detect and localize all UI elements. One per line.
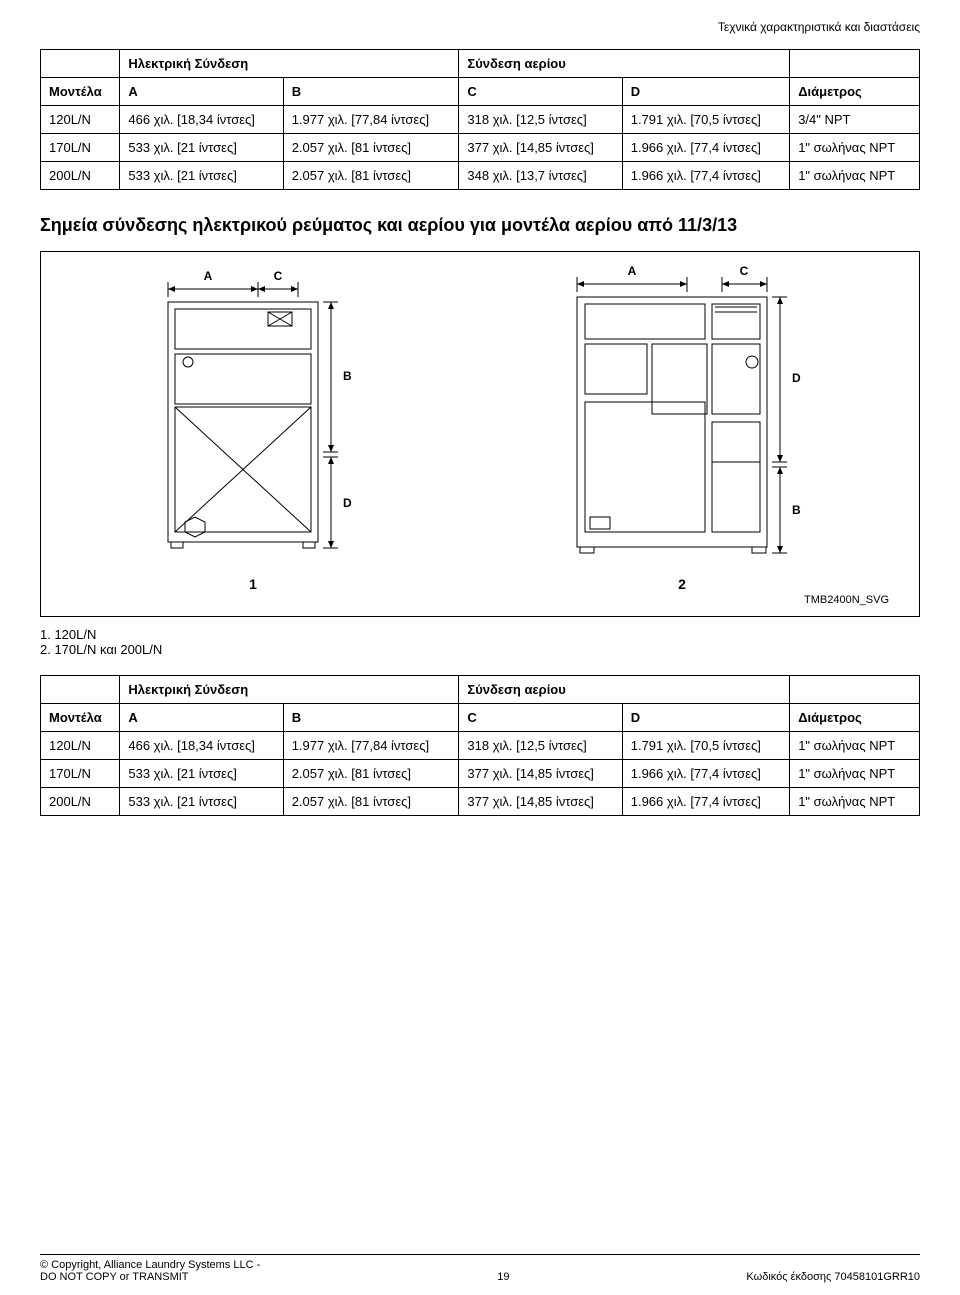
diagram-number-2: 2 (517, 576, 847, 592)
diagram-number-1: 1 (113, 576, 393, 592)
dim-label-b: B (343, 369, 352, 383)
table-header-row: Μοντέλα A B C D Διάμετρος (41, 78, 920, 106)
table-row: 200L/N 533 χιλ. [21 ίντσες] 2.057 χιλ. [… (41, 788, 920, 816)
cell-b: 2.057 χιλ. [81 ίντσες] (283, 162, 459, 190)
col-diam: Διάμετρος (790, 78, 920, 106)
group-elec: Ηλεκτρική Σύνδεση (120, 50, 459, 78)
svg-ref-label: TMB2400N_SVG (51, 594, 909, 606)
col-d: D (622, 704, 789, 732)
cell-d: 1.966 χιλ. [77,4 ίντσες] (622, 162, 789, 190)
cell-diam: 3/4" NPT (790, 106, 920, 134)
col-d: D (622, 78, 789, 106)
diagram-1: A C (113, 262, 393, 592)
cell-diam: 1" σωλήνας NPT (790, 732, 920, 760)
cell-c: 377 χιλ. [14,85 ίντσες] (459, 760, 622, 788)
cell-diam: 1" σωλήνας NPT (790, 788, 920, 816)
cell-diam: 1" σωλήνας NPT (790, 162, 920, 190)
diagram-2: A C (517, 262, 847, 592)
cell-d: 1.791 χιλ. [70,5 ίντσες] (622, 106, 789, 134)
cell-a: 533 χιλ. [21 ίντσες] (120, 134, 283, 162)
dim-label-c: C (274, 269, 283, 283)
cell-b: 2.057 χιλ. [81 ίντσες] (283, 788, 459, 816)
cell-a: 533 χιλ. [21 ίντσες] (120, 162, 283, 190)
footer-right: Κωδικός έκδοσης 70458101GRR10 (746, 1271, 920, 1283)
table-row: 170L/N 533 χιλ. [21 ίντσες] 2.057 χιλ. [… (41, 134, 920, 162)
legend-line-2: 2. 170L/N και 200L/N (40, 642, 920, 657)
dim-label-a2: A (628, 264, 637, 278)
cell-model: 200L/N (41, 162, 120, 190)
cell-b: 2.057 χιλ. [81 ίντσες] (283, 134, 459, 162)
dim-label-d2: D (792, 371, 801, 385)
col-b: B (283, 704, 459, 732)
dim-label-b2: B (792, 503, 801, 517)
page-header-right: Τεχνικά χαρακτηριστικά και διαστάσεις (40, 20, 920, 34)
cell-b: 1.977 χιλ. [77,84 ίντσες] (283, 106, 459, 134)
table-row: 170L/N 533 χιλ. [21 ίντσες] 2.057 χιλ. [… (41, 760, 920, 788)
table-header-row: Μοντέλα A B C D Διάμετρος (41, 704, 920, 732)
group-gas: Σύνδεση αερίου (459, 50, 790, 78)
cell-model: 170L/N (41, 134, 120, 162)
page-footer: © Copyright, Alliance Laundry Systems LL… (40, 1254, 920, 1283)
cell-diam: 1" σωλήνας NPT (790, 134, 920, 162)
table-row: 120L/N 466 χιλ. [18,34 ίντσες] 1.977 χιλ… (41, 732, 920, 760)
col-c: C (459, 704, 622, 732)
diagram-legend: 1. 120L/N 2. 170L/N και 200L/N (40, 627, 920, 657)
dim-label-c2: C (740, 264, 749, 278)
cell-c: 348 χιλ. [13,7 ίντσες] (459, 162, 622, 190)
dim-label-a: A (204, 269, 213, 283)
cell-a: 466 χιλ. [18,34 ίντσες] (120, 732, 283, 760)
table-row: 200L/N 533 χιλ. [21 ίντσες] 2.057 χιλ. [… (41, 162, 920, 190)
dim-label-d: D (343, 496, 352, 510)
cell-c: 377 χιλ. [14,85 ίντσες] (459, 134, 622, 162)
col-b: B (283, 78, 459, 106)
group-gas: Σύνδεση αερίου (459, 676, 790, 704)
cell-a: 466 χιλ. [18,34 ίντσες] (120, 106, 283, 134)
table-group-row: Ηλεκτρική Σύνδεση Σύνδεση αερίου (41, 676, 920, 704)
footer-left: © Copyright, Alliance Laundry Systems LL… (40, 1259, 260, 1283)
cell-c: 318 χιλ. [12,5 ίντσες] (459, 732, 622, 760)
cell-d: 1.791 χιλ. [70,5 ίντσες] (622, 732, 789, 760)
cell-a: 533 χιλ. [21 ίντσες] (120, 788, 283, 816)
cell-a: 533 χιλ. [21 ίντσες] (120, 760, 283, 788)
cell-b: 2.057 χιλ. [81 ίντσες] (283, 760, 459, 788)
spec-table-2: Ηλεκτρική Σύνδεση Σύνδεση αερίου Μοντέλα… (40, 675, 920, 816)
legend-line-1: 1. 120L/N (40, 627, 920, 642)
table-group-row: Ηλεκτρική Σύνδεση Σύνδεση αερίου (41, 50, 920, 78)
col-a: A (120, 78, 283, 106)
group-elec: Ηλεκτρική Σύνδεση (120, 676, 459, 704)
col-models: Μοντέλα (41, 78, 120, 106)
cell-model: 170L/N (41, 760, 120, 788)
cell-c: 377 χιλ. [14,85 ίντσες] (459, 788, 622, 816)
spec-table-1: Ηλεκτρική Σύνδεση Σύνδεση αερίου Μοντέλα… (40, 49, 920, 190)
cell-diam: 1" σωλήνας NPT (790, 760, 920, 788)
section-title: Σημεία σύνδεσης ηλεκτρικού ρεύματος και … (40, 215, 920, 236)
col-models: Μοντέλα (41, 704, 120, 732)
cell-c: 318 χιλ. [12,5 ίντσες] (459, 106, 622, 134)
cell-d: 1.966 χιλ. [77,4 ίντσες] (622, 134, 789, 162)
table-row: 120L/N 466 χιλ. [18,34 ίντσες] 1.977 χιλ… (41, 106, 920, 134)
cell-d: 1.966 χιλ. [77,4 ίντσες] (622, 788, 789, 816)
cell-model: 120L/N (41, 106, 120, 134)
col-diam: Διάμετρος (790, 704, 920, 732)
cell-model: 120L/N (41, 732, 120, 760)
diagram-container: A C (40, 251, 920, 617)
cell-b: 1.977 χιλ. [77,84 ίντσες] (283, 732, 459, 760)
col-c: C (459, 78, 622, 106)
footer-page-number: 19 (260, 1271, 746, 1283)
col-a: A (120, 704, 283, 732)
cell-d: 1.966 χιλ. [77,4 ίντσες] (622, 760, 789, 788)
cell-model: 200L/N (41, 788, 120, 816)
